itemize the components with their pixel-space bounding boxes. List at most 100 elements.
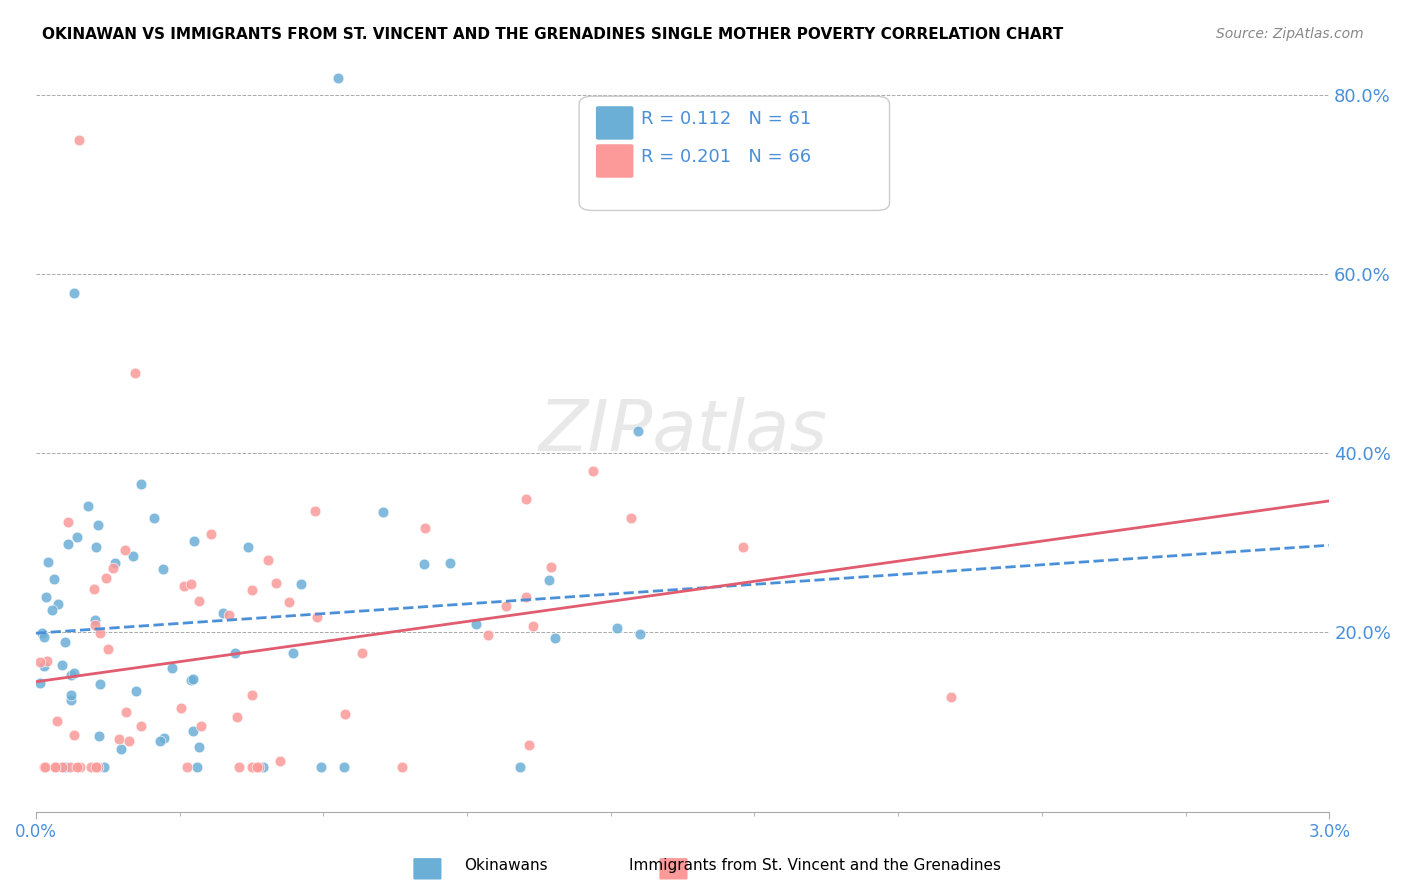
Text: Okinawans: Okinawans bbox=[464, 858, 548, 872]
Okinawans bbox=[32, 659, 55, 673]
Okinawans bbox=[122, 549, 145, 564]
Immigrants from St. Vincent and the Grenadines bbox=[69, 760, 91, 774]
Okinawans bbox=[56, 537, 79, 551]
Text: R = 0.112   N = 61: R = 0.112 N = 61 bbox=[641, 110, 811, 128]
Okinawans bbox=[544, 632, 567, 646]
Okinawans bbox=[31, 625, 53, 640]
Okinawans bbox=[149, 733, 172, 747]
Okinawans bbox=[60, 688, 83, 702]
Immigrants from St. Vincent and the Grenadines bbox=[939, 690, 962, 704]
Okinawans bbox=[41, 603, 63, 617]
Immigrants from St. Vincent and the Grenadines bbox=[190, 719, 212, 733]
Immigrants from St. Vincent and the Grenadines bbox=[477, 628, 499, 642]
Immigrants from St. Vincent and the Grenadines bbox=[32, 760, 55, 774]
Okinawans bbox=[326, 70, 349, 85]
Immigrants from St. Vincent and the Grenadines bbox=[733, 541, 755, 555]
Immigrants from St. Vincent and the Grenadines bbox=[257, 553, 280, 567]
Okinawans bbox=[53, 635, 76, 649]
Okinawans bbox=[181, 673, 204, 687]
Okinawans bbox=[42, 572, 65, 586]
Okinawans bbox=[35, 590, 58, 604]
Immigrants from St. Vincent and the Grenadines bbox=[84, 760, 107, 774]
Okinawans bbox=[129, 477, 152, 491]
Text: Immigrants from St. Vincent and the Grenadines: Immigrants from St. Vincent and the Gren… bbox=[630, 858, 1001, 872]
Okinawans bbox=[283, 646, 305, 660]
Immigrants from St. Vincent and the Grenadines bbox=[44, 760, 66, 774]
Immigrants from St. Vincent and the Grenadines bbox=[131, 719, 153, 733]
Immigrants from St. Vincent and the Grenadines bbox=[173, 578, 195, 592]
Immigrants from St. Vincent and the Grenadines bbox=[84, 760, 107, 774]
Immigrants from St. Vincent and the Grenadines bbox=[180, 577, 202, 591]
Immigrants from St. Vincent and the Grenadines bbox=[97, 642, 120, 657]
Okinawans bbox=[371, 505, 394, 519]
Immigrants from St. Vincent and the Grenadines bbox=[84, 618, 107, 632]
Immigrants from St. Vincent and the Grenadines bbox=[34, 760, 56, 774]
Okinawans bbox=[87, 729, 110, 743]
Immigrants from St. Vincent and the Grenadines bbox=[59, 760, 82, 774]
Immigrants from St. Vincent and the Grenadines bbox=[247, 760, 270, 774]
Immigrants from St. Vincent and the Grenadines bbox=[83, 582, 105, 596]
Immigrants from St. Vincent and the Grenadines bbox=[269, 754, 291, 768]
Okinawans bbox=[439, 556, 461, 570]
Immigrants from St. Vincent and the Grenadines bbox=[67, 133, 90, 147]
Okinawans bbox=[59, 668, 82, 682]
Immigrants from St. Vincent and the Grenadines bbox=[228, 760, 250, 774]
Immigrants from St. Vincent and the Grenadines bbox=[352, 646, 374, 660]
Immigrants from St. Vincent and the Grenadines bbox=[515, 590, 537, 604]
Immigrants from St. Vincent and the Grenadines bbox=[246, 760, 269, 774]
Okinawans bbox=[537, 573, 560, 587]
Okinawans bbox=[66, 530, 89, 544]
Immigrants from St. Vincent and the Grenadines bbox=[66, 760, 89, 774]
Immigrants from St. Vincent and the Grenadines bbox=[515, 491, 537, 506]
FancyBboxPatch shape bbox=[579, 96, 890, 211]
Text: OKINAWAN VS IMMIGRANTS FROM ST. VINCENT AND THE GRENADINES SINGLE MOTHER POVERTY: OKINAWAN VS IMMIGRANTS FROM ST. VINCENT … bbox=[42, 27, 1063, 42]
Okinawans bbox=[51, 658, 73, 673]
Immigrants from St. Vincent and the Grenadines bbox=[278, 595, 301, 609]
Immigrants from St. Vincent and the Grenadines bbox=[89, 625, 111, 640]
Immigrants from St. Vincent and the Grenadines bbox=[266, 575, 288, 590]
Immigrants from St. Vincent and the Grenadines bbox=[114, 542, 136, 557]
Immigrants from St. Vincent and the Grenadines bbox=[187, 594, 209, 608]
Okinawans bbox=[212, 606, 235, 620]
Okinawans bbox=[59, 693, 82, 707]
Okinawans bbox=[110, 742, 132, 756]
Okinawans bbox=[606, 622, 628, 636]
Okinawans bbox=[309, 760, 332, 774]
Okinawans bbox=[509, 760, 531, 774]
Text: ZIPatlas: ZIPatlas bbox=[538, 397, 827, 466]
Okinawans bbox=[464, 617, 486, 632]
Okinawans bbox=[224, 646, 246, 660]
Okinawans bbox=[142, 511, 165, 525]
Immigrants from St. Vincent and the Grenadines bbox=[28, 656, 51, 670]
Okinawans bbox=[93, 760, 115, 774]
Okinawans bbox=[413, 557, 436, 571]
Immigrants from St. Vincent and the Grenadines bbox=[117, 734, 139, 748]
Immigrants from St. Vincent and the Grenadines bbox=[582, 464, 605, 478]
Immigrants from St. Vincent and the Grenadines bbox=[240, 688, 263, 702]
Immigrants from St. Vincent and the Grenadines bbox=[87, 760, 110, 774]
Immigrants from St. Vincent and the Grenadines bbox=[200, 526, 222, 541]
Immigrants from St. Vincent and the Grenadines bbox=[96, 571, 118, 585]
Immigrants from St. Vincent and the Grenadines bbox=[240, 583, 263, 598]
Okinawans bbox=[186, 760, 208, 774]
Immigrants from St. Vincent and the Grenadines bbox=[101, 561, 124, 575]
Okinawans bbox=[28, 676, 51, 690]
Immigrants from St. Vincent and the Grenadines bbox=[218, 607, 240, 622]
Okinawans bbox=[104, 557, 127, 571]
Okinawans bbox=[238, 540, 260, 554]
Immigrants from St. Vincent and the Grenadines bbox=[240, 760, 263, 774]
Okinawans bbox=[76, 499, 98, 513]
Okinawans bbox=[333, 760, 356, 774]
FancyBboxPatch shape bbox=[596, 145, 634, 178]
Immigrants from St. Vincent and the Grenadines bbox=[176, 760, 198, 774]
Immigrants from St. Vincent and the Grenadines bbox=[620, 510, 643, 524]
Immigrants from St. Vincent and the Grenadines bbox=[522, 619, 544, 633]
Okinawans bbox=[183, 724, 205, 739]
Text: R = 0.201   N = 66: R = 0.201 N = 66 bbox=[641, 148, 811, 166]
Immigrants from St. Vincent and the Grenadines bbox=[495, 599, 517, 613]
Okinawans bbox=[252, 760, 274, 774]
Immigrants from St. Vincent and the Grenadines bbox=[37, 654, 59, 668]
Okinawans bbox=[628, 627, 651, 641]
Okinawans bbox=[37, 555, 59, 569]
FancyBboxPatch shape bbox=[596, 106, 634, 140]
